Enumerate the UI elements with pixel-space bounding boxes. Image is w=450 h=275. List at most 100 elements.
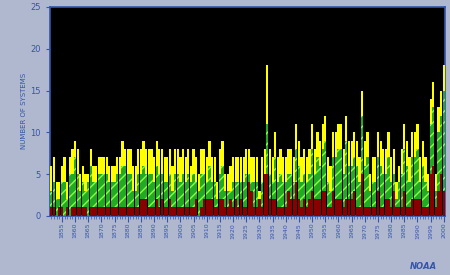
Bar <box>382 174 384 207</box>
Bar <box>287 149 289 174</box>
Bar <box>85 207 87 216</box>
Bar <box>295 149 297 182</box>
Bar <box>395 199 397 207</box>
Bar <box>85 174 87 191</box>
Bar <box>253 207 255 216</box>
Bar <box>135 207 137 216</box>
Bar <box>111 166 113 182</box>
Bar <box>174 174 176 207</box>
Bar <box>113 207 116 216</box>
Bar <box>406 166 408 207</box>
Bar <box>87 182 90 216</box>
Bar <box>153 207 155 216</box>
Bar <box>298 166 300 199</box>
Bar <box>353 191 356 216</box>
Bar <box>443 65 445 90</box>
Bar <box>398 166 400 182</box>
Bar <box>411 132 414 157</box>
Bar <box>266 124 269 174</box>
Bar <box>111 182 113 207</box>
Bar <box>338 149 340 199</box>
Bar <box>158 207 161 216</box>
Bar <box>400 149 403 174</box>
Bar <box>187 149 189 174</box>
Bar <box>282 157 284 182</box>
Bar <box>414 157 416 199</box>
Bar <box>261 207 263 216</box>
Bar <box>301 157 303 182</box>
Bar <box>308 174 310 199</box>
Bar <box>393 149 395 174</box>
Bar <box>364 166 366 207</box>
Bar <box>379 166 382 207</box>
Bar <box>98 207 100 216</box>
Bar <box>403 191 405 216</box>
Bar <box>324 141 326 191</box>
Bar <box>148 149 150 174</box>
Bar <box>150 149 153 174</box>
Bar <box>319 166 321 199</box>
Bar <box>153 182 155 207</box>
Bar <box>193 174 195 207</box>
Bar <box>74 157 76 207</box>
Bar <box>76 174 79 207</box>
Bar <box>219 149 221 174</box>
Bar <box>248 174 250 182</box>
Bar <box>282 207 284 216</box>
Bar <box>113 182 116 207</box>
Bar <box>372 157 374 182</box>
Bar <box>158 149 161 174</box>
Bar <box>345 116 347 141</box>
Bar <box>230 166 232 191</box>
Bar <box>322 124 324 149</box>
Bar <box>140 199 142 216</box>
Bar <box>82 207 84 216</box>
Bar <box>129 149 131 174</box>
Bar <box>440 116 442 174</box>
Bar <box>203 174 205 199</box>
Bar <box>221 166 224 199</box>
Bar <box>324 116 326 141</box>
Bar <box>329 207 332 216</box>
Bar <box>274 132 276 157</box>
Bar <box>345 199 347 216</box>
Bar <box>440 90 442 116</box>
Bar <box>406 207 408 216</box>
Bar <box>369 207 371 216</box>
Bar <box>409 207 411 216</box>
Bar <box>335 157 337 199</box>
Bar <box>422 141 424 166</box>
Bar <box>400 174 403 207</box>
Bar <box>419 199 421 216</box>
Bar <box>58 207 60 216</box>
Bar <box>143 166 144 199</box>
Bar <box>195 182 198 199</box>
Bar <box>195 199 198 216</box>
Bar <box>87 174 90 182</box>
Bar <box>335 199 337 216</box>
Bar <box>156 199 158 216</box>
Bar <box>329 166 332 191</box>
Bar <box>435 207 437 216</box>
Bar <box>221 141 224 166</box>
Bar <box>395 182 397 199</box>
Bar <box>116 207 118 216</box>
Bar <box>203 149 205 174</box>
Bar <box>135 191 137 207</box>
Bar <box>69 157 71 174</box>
Bar <box>69 174 71 216</box>
Bar <box>71 174 73 207</box>
Bar <box>100 157 103 174</box>
Bar <box>258 199 261 216</box>
Bar <box>351 166 353 199</box>
Bar <box>71 149 73 174</box>
Bar <box>193 149 195 174</box>
Bar <box>211 182 213 199</box>
Bar <box>351 199 353 216</box>
Bar <box>366 157 369 207</box>
Bar <box>290 149 292 174</box>
Bar <box>385 149 387 174</box>
Bar <box>243 157 245 182</box>
Bar <box>274 157 276 199</box>
Bar <box>390 182 392 207</box>
